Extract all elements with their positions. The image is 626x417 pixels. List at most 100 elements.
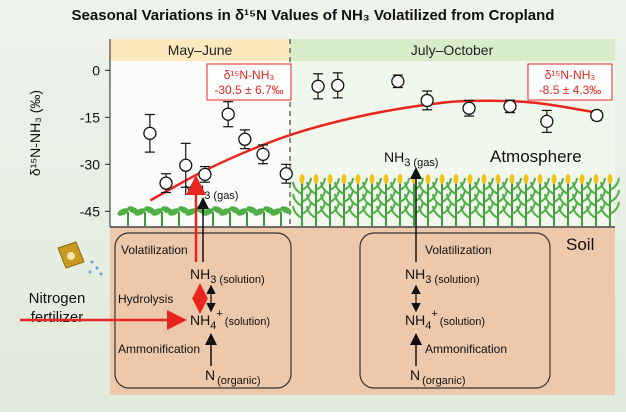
- crop-leaf: [586, 181, 597, 195]
- crop-leaf: [390, 181, 401, 195]
- crop-leaf: [306, 205, 317, 219]
- crop-tassel: [355, 174, 361, 184]
- crop-tassel: [481, 174, 487, 184]
- seedling-leaf: [185, 208, 197, 216]
- data-point: [311, 79, 325, 93]
- crop-leaf: [586, 205, 597, 219]
- seedling-leaf: [168, 208, 180, 216]
- seedling-leaf: [270, 208, 282, 216]
- crop-leaf: [516, 193, 527, 207]
- chem-sup: +: [431, 308, 437, 320]
- seedling-leaf: [151, 208, 163, 216]
- crop-leaf: [572, 205, 583, 219]
- crop-leaf: [558, 193, 569, 207]
- seedling-leaf: [280, 206, 292, 214]
- crop-leaf: [320, 181, 331, 195]
- chem-text: NH: [405, 266, 425, 282]
- crop-leaf: [502, 205, 513, 219]
- crop-leaf: [404, 193, 415, 207]
- n-organic-label: N (organic): [205, 367, 261, 387]
- crop-tassel: [509, 174, 515, 184]
- seedling-leaf: [253, 208, 265, 216]
- crop-leaf: [390, 193, 401, 207]
- crop-leaf: [292, 181, 303, 195]
- fertilizer-label: fertilizer: [31, 309, 84, 326]
- crop-leaf: [488, 205, 499, 219]
- seedling-leaf: [236, 208, 248, 216]
- process-label: Volatilization: [425, 243, 492, 257]
- crop-leaf: [376, 181, 387, 195]
- crop-leaf: [600, 193, 611, 207]
- crop-leaf: [530, 193, 541, 207]
- crop-leaf: [348, 205, 359, 219]
- crop-leaf: [362, 193, 373, 207]
- crop-leaf: [418, 205, 429, 219]
- crop-leaf: [320, 193, 331, 207]
- crop-leaf: [600, 205, 611, 219]
- data-point: [462, 101, 476, 115]
- chem-text: NH: [190, 266, 210, 282]
- crop-tassel: [369, 174, 375, 184]
- crop-tassel: [607, 174, 613, 184]
- crop-leaf: [572, 193, 583, 207]
- crop-tassel: [523, 174, 529, 184]
- seedling-leaf: [219, 208, 231, 216]
- crop-tassel: [495, 174, 501, 184]
- nh3-solution-label: NH3 (solution): [405, 266, 480, 286]
- chem-sub: 3 (solution): [210, 274, 264, 286]
- data-point: [221, 107, 235, 121]
- period-label: May–June: [168, 42, 233, 58]
- y-tick-label: -45: [80, 203, 100, 219]
- seedling-leaf: [202, 208, 214, 216]
- nh4-solution-label: NH4+(solution): [190, 308, 270, 332]
- crop-leaf: [334, 205, 345, 219]
- crop-leaf: [432, 181, 443, 195]
- crop-leaf: [376, 205, 387, 219]
- crop-leaf: [306, 193, 317, 207]
- annotation-text: δ¹⁵N-NH₃: [224, 68, 275, 82]
- annotation-box: [527, 63, 613, 101]
- n-organic-label: N (organic): [410, 367, 466, 387]
- crop-tassel: [299, 174, 305, 184]
- process-box: [359, 232, 551, 389]
- data-point: [143, 126, 157, 140]
- y-tick-label: -30: [80, 156, 100, 172]
- crop-leaf: [306, 181, 317, 195]
- nh3-solution-label: NH3 (solution): [190, 266, 265, 286]
- crop-leaf: [460, 205, 471, 219]
- crop-tassel: [537, 174, 543, 184]
- chem-sub: (organic): [217, 375, 260, 387]
- crop-leaf: [404, 205, 415, 219]
- fertilizer-icon: [57, 241, 103, 276]
- chem-text: NH: [184, 182, 204, 198]
- crop-leaf: [460, 193, 471, 207]
- crop-leaf: [376, 193, 387, 207]
- data-point: [420, 93, 434, 108]
- crop-leaf: [292, 193, 303, 207]
- crop-tassel: [313, 174, 319, 184]
- chem-sub: 3 (solution): [425, 274, 479, 286]
- crop-leaf: [348, 181, 359, 195]
- crop-leaf: [362, 181, 373, 195]
- crop-leaf: [432, 193, 443, 207]
- crop-leaf: [334, 181, 345, 195]
- chem-sub: 4: [425, 320, 431, 332]
- fit-curve: [149, 99, 601, 202]
- crop-tassel: [439, 174, 445, 184]
- nh3-gas-label: NH3 (gas): [384, 149, 438, 169]
- y-tick-label: -15: [80, 109, 100, 125]
- data-point: [503, 99, 517, 114]
- crop-tassel: [551, 174, 557, 184]
- data-point: [179, 158, 193, 172]
- crop-leaf: [474, 193, 485, 207]
- chem-sub: (solution): [225, 316, 270, 328]
- data-point: [198, 167, 212, 182]
- crop-leaf: [446, 205, 457, 219]
- atmosphere-label: Atmosphere: [490, 147, 582, 166]
- chem-sub: 3 (gas): [204, 190, 238, 202]
- crop-tassel: [397, 174, 403, 184]
- crop-leaf: [488, 193, 499, 207]
- crop-leaf: [609, 201, 620, 215]
- crop-leaf: [404, 181, 415, 195]
- crop-tassel: [383, 174, 389, 184]
